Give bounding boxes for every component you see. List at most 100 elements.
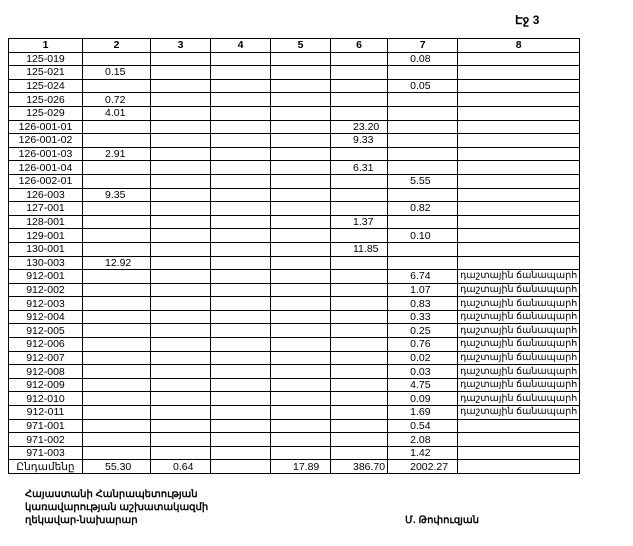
parcel-code-cell: 125-026 bbox=[8, 92, 83, 107]
value-cell bbox=[387, 105, 459, 121]
value-cell bbox=[329, 296, 389, 311]
value-cell bbox=[387, 255, 459, 271]
value-cell bbox=[210, 201, 271, 216]
value-cell bbox=[150, 405, 211, 420]
value-cell bbox=[270, 405, 331, 420]
value-cell bbox=[210, 269, 271, 284]
value-cell bbox=[270, 119, 331, 135]
table-row: 912-009 4.75 դաշտային ճանապարհ bbox=[8, 377, 581, 393]
value-cell: 11.85 bbox=[329, 241, 389, 257]
value-cell bbox=[82, 214, 151, 230]
value-cell bbox=[82, 377, 151, 393]
value-cell bbox=[82, 405, 151, 420]
value-cell bbox=[329, 201, 389, 216]
value-cell bbox=[82, 173, 151, 189]
parcel-code-cell: 912-007 bbox=[8, 350, 83, 366]
value-cell bbox=[270, 418, 331, 434]
value-cell bbox=[329, 187, 389, 203]
value-cell bbox=[329, 282, 389, 298]
value-cell bbox=[270, 377, 331, 393]
signer-title-line-2: կառավարության աշխատակազմի bbox=[25, 502, 209, 513]
note-cell bbox=[457, 201, 581, 216]
column-header: 5 bbox=[270, 38, 331, 53]
value-cell bbox=[210, 173, 271, 189]
value-cell bbox=[210, 78, 271, 94]
value-cell bbox=[270, 133, 331, 148]
value-cell bbox=[210, 459, 271, 474]
value-cell bbox=[387, 160, 459, 175]
note-cell bbox=[457, 228, 581, 243]
value-cell bbox=[82, 51, 151, 67]
table-row: 126-003 9.35 bbox=[8, 187, 581, 203]
note-cell bbox=[457, 241, 581, 257]
value-cell: 1.07 bbox=[387, 282, 459, 298]
value-cell: 0.15 bbox=[82, 65, 151, 80]
value-cell bbox=[329, 323, 389, 339]
value-cell bbox=[150, 160, 211, 175]
note-cell bbox=[457, 432, 581, 447]
value-cell: 1.37 bbox=[329, 214, 389, 230]
value-cell bbox=[210, 92, 271, 107]
value-cell bbox=[210, 337, 271, 352]
value-cell: 0.72 bbox=[82, 92, 151, 107]
table-row: 971-001 0.54 bbox=[8, 418, 581, 434]
value-cell: 0.33 bbox=[387, 309, 459, 325]
parcel-code-cell: 912-004 bbox=[8, 309, 83, 325]
value-cell bbox=[329, 337, 389, 352]
value-cell bbox=[150, 173, 211, 189]
value-cell bbox=[329, 364, 389, 379]
value-cell bbox=[270, 269, 331, 284]
note-cell: դաշտային ճանապարհ bbox=[457, 282, 581, 298]
parcel-code-cell: 912-003 bbox=[8, 296, 83, 311]
value-cell bbox=[150, 323, 211, 339]
value-cell bbox=[150, 201, 211, 216]
column-header: 6 bbox=[329, 38, 389, 53]
value-cell bbox=[82, 119, 151, 135]
parcel-code-cell: 125-024 bbox=[8, 78, 83, 94]
value-cell: 0.25 bbox=[387, 323, 459, 339]
note-cell bbox=[457, 65, 581, 80]
value-cell bbox=[270, 350, 331, 366]
value-cell bbox=[270, 445, 331, 461]
value-cell: 0.64 bbox=[150, 459, 211, 474]
note-cell: դաշտային ճանապարհ bbox=[457, 405, 581, 420]
table-row: 129-001 0.10 bbox=[8, 228, 581, 243]
signature-block: Հայաստանի Հանրապետության կառավարության ա… bbox=[25, 488, 208, 527]
table-row: 971-003 1.42 bbox=[8, 445, 581, 461]
value-cell bbox=[150, 269, 211, 284]
table-row: 912-007 0.02 դաշտային ճանապարհ bbox=[8, 350, 581, 366]
value-cell: 4.75 bbox=[387, 377, 459, 393]
parcel-code-cell: 971-002 bbox=[8, 432, 83, 447]
parcel-code-cell: 130-003 bbox=[8, 255, 83, 271]
value-cell bbox=[270, 432, 331, 447]
value-cell: 6.31 bbox=[329, 160, 389, 175]
parcel-code-cell: 912-010 bbox=[8, 391, 83, 407]
column-header: 3 bbox=[150, 38, 211, 53]
value-cell bbox=[387, 92, 459, 107]
note-cell bbox=[457, 146, 581, 162]
value-cell bbox=[270, 282, 331, 298]
value-cell bbox=[270, 309, 331, 325]
value-cell: 0.08 bbox=[387, 51, 459, 67]
value-cell: 0.10 bbox=[387, 228, 459, 243]
value-cell bbox=[210, 160, 271, 175]
value-cell: 9.35 bbox=[82, 187, 151, 203]
parcel-code-cell: 971-001 bbox=[8, 418, 83, 434]
value-cell bbox=[270, 364, 331, 379]
value-cell bbox=[210, 418, 271, 434]
table-row: 912-005 0.25 դաշտային ճանապարհ bbox=[8, 323, 581, 339]
parcel-code-cell: 126-003 bbox=[8, 187, 83, 203]
table-row: 128-001 1.37 bbox=[8, 214, 581, 230]
value-cell bbox=[387, 214, 459, 230]
value-cell: 4.01 bbox=[82, 105, 151, 121]
table-row: 130-001 11.85 bbox=[8, 241, 581, 257]
note-cell bbox=[457, 214, 581, 230]
value-cell: 0.82 bbox=[387, 201, 459, 216]
column-header: 7 bbox=[387, 38, 459, 53]
value-cell bbox=[82, 337, 151, 352]
value-cell bbox=[82, 201, 151, 216]
value-cell bbox=[270, 228, 331, 243]
value-cell bbox=[387, 187, 459, 203]
value-cell bbox=[82, 296, 151, 311]
parcel-code-cell: 126-002-01 bbox=[8, 173, 83, 189]
